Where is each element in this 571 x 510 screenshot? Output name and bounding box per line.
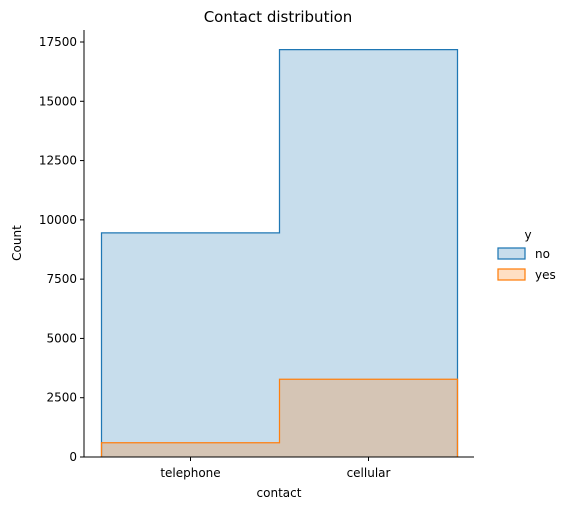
axes: 0 2500 5000 7500 10000 12500 15000 17500 telepho… xyxy=(39,30,474,480)
legend-title: y xyxy=(524,228,531,242)
y-tick-label: 5000 xyxy=(46,331,77,345)
y-tick-label: 2500 xyxy=(46,391,77,405)
plot-area xyxy=(100,48,459,458)
bar-no-cellular xyxy=(279,49,458,458)
y-tick-label: 7500 xyxy=(46,272,77,286)
bar-yes-telephone xyxy=(101,442,280,457)
y-tick-label: 0 xyxy=(69,450,77,464)
legend-swatch-yes xyxy=(497,268,526,281)
legend: no yes xyxy=(497,247,556,282)
y-tick-label: 17500 xyxy=(39,35,77,49)
step-outline-no xyxy=(100,48,459,457)
y-axis-label: Count xyxy=(10,225,24,261)
x-tick-label: telephone xyxy=(160,466,220,480)
chart-title: Contact distribution xyxy=(204,8,353,26)
legend-label-no: no xyxy=(535,247,550,261)
y-tick-label: 10000 xyxy=(39,213,77,227)
x-axis-label: contact xyxy=(257,486,302,500)
y-tick-label: 12500 xyxy=(39,154,77,168)
bar-yes-cellular xyxy=(279,379,458,457)
step-outline-yes xyxy=(100,378,459,457)
y-tick-label: 15000 xyxy=(39,94,77,108)
bar-no-telephone xyxy=(101,232,280,457)
x-tick-label: cellular xyxy=(347,466,391,480)
legend-label-yes: yes xyxy=(535,268,556,282)
legend-swatch-no xyxy=(497,247,526,260)
